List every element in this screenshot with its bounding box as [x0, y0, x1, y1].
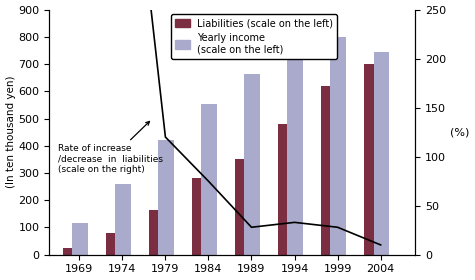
- Bar: [158, 140, 174, 255]
- Bar: [278, 124, 294, 255]
- Y-axis label: (In ten thousand yen): (In ten thousand yen): [6, 76, 16, 188]
- Bar: [373, 52, 389, 255]
- Bar: [115, 184, 131, 255]
- Bar: [322, 86, 337, 255]
- Legend: Liabilities (scale on the left), Yearly income
(scale on the left): Liabilities (scale on the left), Yearly …: [171, 14, 337, 59]
- Bar: [149, 210, 165, 255]
- Bar: [63, 248, 79, 255]
- Bar: [201, 104, 217, 255]
- Bar: [106, 233, 122, 255]
- Text: Rate of increase
/decrease  in  liabilities
(scale on the right): Rate of increase /decrease in liabilitie…: [58, 122, 163, 174]
- Bar: [235, 159, 251, 255]
- Bar: [364, 64, 380, 255]
- Y-axis label: (%): (%): [450, 127, 469, 137]
- Bar: [287, 37, 303, 255]
- Bar: [192, 178, 208, 255]
- Bar: [72, 223, 88, 255]
- Bar: [244, 74, 260, 255]
- Bar: [331, 37, 346, 255]
